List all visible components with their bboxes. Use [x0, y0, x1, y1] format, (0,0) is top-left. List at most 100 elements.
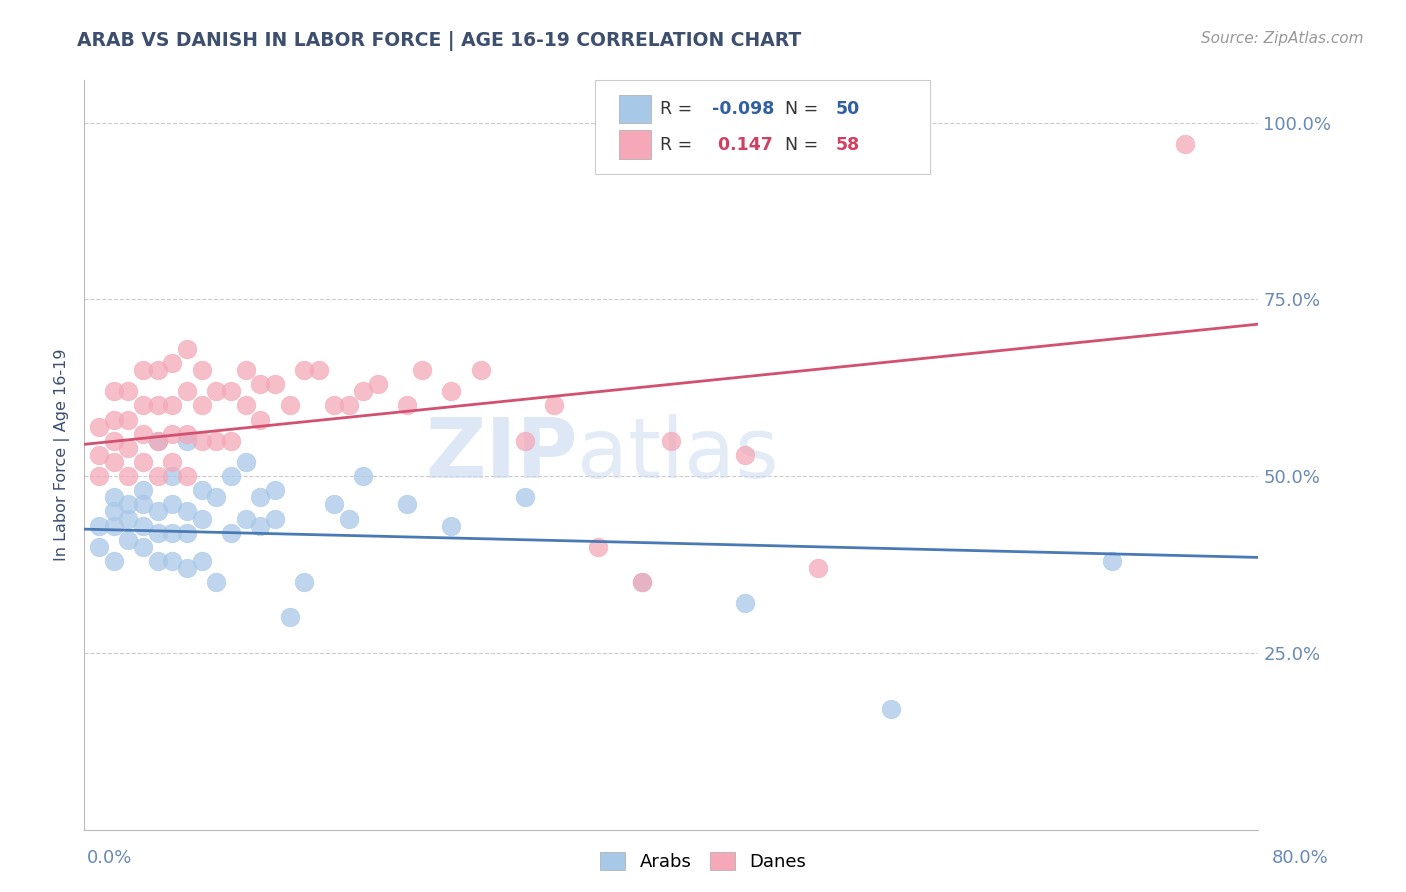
Point — [132, 497, 155, 511]
Point — [132, 483, 155, 498]
Point — [162, 399, 184, 413]
Point — [235, 455, 257, 469]
Point — [117, 384, 139, 399]
Point — [176, 504, 198, 518]
Point — [249, 491, 271, 505]
Point — [176, 426, 198, 441]
Text: Source: ZipAtlas.com: Source: ZipAtlas.com — [1201, 31, 1364, 46]
Point — [191, 483, 214, 498]
FancyBboxPatch shape — [619, 95, 651, 123]
Text: N =: N = — [785, 136, 824, 153]
Point — [440, 384, 463, 399]
Point — [146, 363, 169, 377]
Point — [162, 356, 184, 370]
Point — [278, 399, 301, 413]
Point — [117, 441, 139, 455]
Point — [337, 511, 360, 525]
Point — [219, 469, 242, 483]
Point — [807, 561, 830, 575]
Point — [396, 399, 419, 413]
Text: N =: N = — [785, 100, 824, 118]
Point — [543, 399, 565, 413]
Point — [87, 518, 110, 533]
Text: 58: 58 — [835, 136, 860, 153]
Point — [146, 399, 169, 413]
Point — [219, 525, 242, 540]
FancyBboxPatch shape — [619, 130, 651, 159]
Point — [146, 434, 169, 448]
Y-axis label: In Labor Force | Age 16-19: In Labor Force | Age 16-19 — [55, 349, 70, 561]
Point — [191, 434, 214, 448]
Point — [103, 518, 125, 533]
Text: atlas: atlas — [578, 415, 779, 495]
Point — [278, 610, 301, 624]
Point — [162, 455, 184, 469]
Point — [103, 384, 125, 399]
Point — [87, 448, 110, 462]
Point — [352, 469, 374, 483]
Point — [162, 469, 184, 483]
Point — [146, 504, 169, 518]
Point — [513, 491, 536, 505]
Point — [176, 561, 198, 575]
Point — [249, 412, 271, 426]
Point — [132, 426, 155, 441]
Point — [87, 469, 110, 483]
Point — [191, 399, 214, 413]
Point — [132, 518, 155, 533]
Text: 0.0%: 0.0% — [87, 849, 132, 867]
Text: R =: R = — [659, 136, 697, 153]
Point — [205, 434, 228, 448]
Point — [176, 384, 198, 399]
Point — [117, 469, 139, 483]
Point — [191, 363, 214, 377]
Point — [162, 497, 184, 511]
Point — [249, 377, 271, 392]
Point — [146, 554, 169, 568]
Text: ARAB VS DANISH IN LABOR FORCE | AGE 16-19 CORRELATION CHART: ARAB VS DANISH IN LABOR FORCE | AGE 16-1… — [77, 31, 801, 51]
Point — [337, 399, 360, 413]
Point — [367, 377, 389, 392]
Point — [146, 434, 169, 448]
Point — [205, 575, 228, 590]
Point — [734, 448, 756, 462]
Point — [322, 399, 344, 413]
Point — [162, 426, 184, 441]
Text: ZIP: ZIP — [425, 415, 578, 495]
Legend: Arabs, Danes: Arabs, Danes — [593, 845, 813, 879]
Point — [162, 554, 184, 568]
Point — [631, 575, 654, 590]
Point — [264, 483, 287, 498]
Point — [176, 434, 198, 448]
Point — [117, 412, 139, 426]
Point — [146, 525, 169, 540]
Point — [146, 469, 169, 483]
Point — [103, 491, 125, 505]
Point — [219, 434, 242, 448]
Point — [235, 363, 257, 377]
Point — [103, 504, 125, 518]
Point — [322, 497, 344, 511]
Point — [205, 384, 228, 399]
Point — [103, 412, 125, 426]
Point — [631, 575, 654, 590]
Point — [294, 363, 316, 377]
Point — [103, 455, 125, 469]
Point — [176, 469, 198, 483]
Point — [117, 497, 139, 511]
FancyBboxPatch shape — [595, 80, 929, 174]
Point — [249, 518, 271, 533]
Point — [880, 702, 903, 716]
Point — [103, 434, 125, 448]
Point — [396, 497, 419, 511]
Point — [440, 518, 463, 533]
Point — [586, 540, 609, 554]
Point — [132, 455, 155, 469]
Text: 0.147: 0.147 — [713, 136, 773, 153]
Point — [176, 342, 198, 356]
Point — [513, 434, 536, 448]
Point — [191, 511, 214, 525]
Point — [191, 554, 214, 568]
Point — [176, 525, 198, 540]
Point — [162, 525, 184, 540]
